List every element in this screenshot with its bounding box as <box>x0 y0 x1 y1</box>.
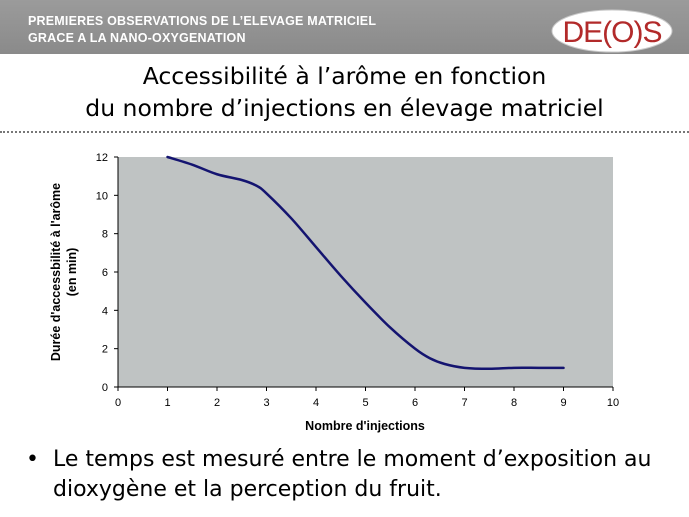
series-layer <box>166 155 565 371</box>
x-tick-label: 8 <box>511 397 517 409</box>
x-tick-label: 3 <box>263 397 269 409</box>
header-line-1: PREMIERES OBSERVATIONS DE L’ELEVAGE MATR… <box>28 14 377 28</box>
x-tick-label: 6 <box>412 397 418 409</box>
series-line <box>166 155 565 371</box>
title-line-2: du nombre d’injections en élevage matric… <box>85 94 604 122</box>
slide-title: Accessibilité à l’arôme en fonction du n… <box>0 60 689 124</box>
bullet-text: Le temps est mesuré entre le moment d’ex… <box>53 447 652 502</box>
plot-area <box>118 157 613 387</box>
y-tick-label: 12 <box>96 152 108 164</box>
y-axis-label-line-1: Durée d'accessbilité à l'arôme <box>49 183 63 361</box>
y-tick-label: 6 <box>102 267 108 279</box>
y-tick-label: 10 <box>96 190 108 202</box>
x-tick-label: 2 <box>214 397 220 409</box>
title-line-1: Accessibilité à l’arôme en fonction <box>142 62 547 90</box>
bullet-point: • Le temps est mesuré entre le moment d’… <box>26 445 676 505</box>
header-text: PREMIERES OBSERVATIONS DE L’ELEVAGE MATR… <box>28 13 376 47</box>
y-tick-label: 4 <box>102 305 108 317</box>
x-tick-label: 9 <box>560 397 566 409</box>
bullet-marker: • <box>26 447 39 472</box>
x-tick-label: 10 <box>607 397 619 409</box>
y-tick-label: 0 <box>102 382 108 394</box>
title-divider <box>0 131 689 133</box>
header-line-2: GRACE A LA NANO-OXYGENATION <box>28 31 246 45</box>
x-tick-label: 7 <box>461 397 467 409</box>
x-tick-label: 5 <box>362 397 368 409</box>
y-axis-label-line-2: (en min) <box>65 248 79 297</box>
deos-logo: DE(O)S <box>551 9 673 53</box>
y-tick-label: 2 <box>102 344 108 356</box>
y-tick-label: 8 <box>102 229 108 241</box>
y-axis-label: Durée d'accessbilité à l'arôme (en min) <box>49 183 79 361</box>
axes <box>114 156 614 391</box>
logo-text: DE(O)S <box>563 16 662 49</box>
x-axis-label: Nombre d'injections <box>305 419 425 433</box>
x-tick-label: 1 <box>164 397 170 409</box>
logo-frame <box>551 9 673 53</box>
x-tick-label: 4 <box>313 397 319 409</box>
x-tick-label: 0 <box>115 397 121 409</box>
